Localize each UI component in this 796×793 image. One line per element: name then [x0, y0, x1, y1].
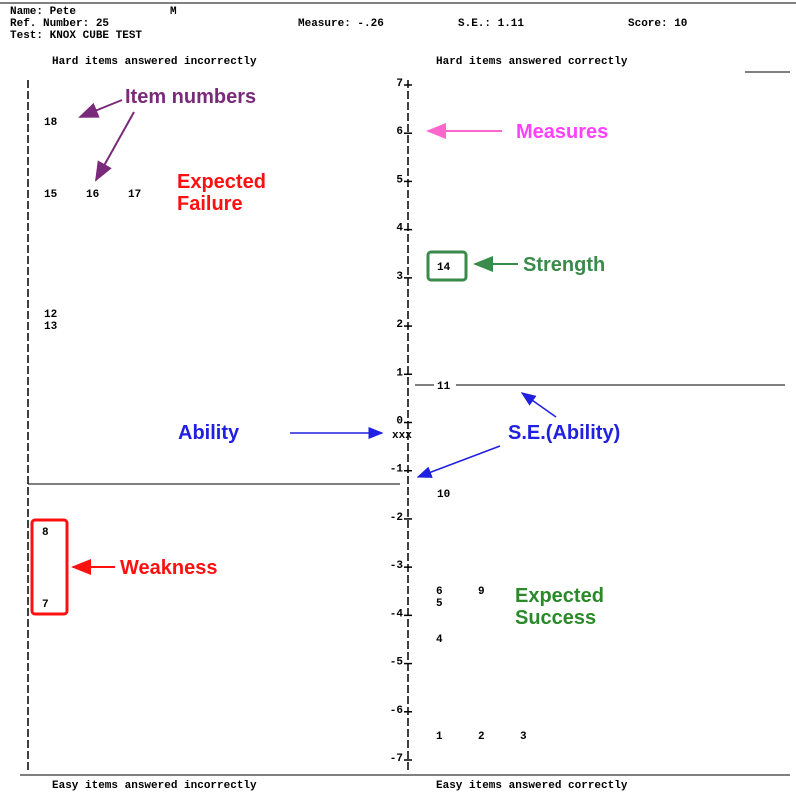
annotation: Strength	[523, 254, 605, 276]
test: Test: KNOX CUBE TEST	[10, 30, 142, 42]
annotation: Expected	[515, 585, 604, 607]
item: 14	[437, 262, 451, 274]
item: 7	[42, 599, 49, 611]
tick-label: -1	[390, 464, 404, 476]
annotation: Ability	[178, 422, 240, 444]
tick-label: 0	[396, 416, 403, 428]
tick-label: -7	[390, 753, 403, 765]
strength-box	[426, 250, 468, 282]
annotation: Weakness	[120, 557, 217, 579]
ability-mark: xxx	[392, 430, 412, 442]
arrow	[520, 392, 557, 418]
tick-label: -5	[390, 657, 404, 669]
measure: Measure: -.26	[298, 18, 384, 30]
ticks: 7 6 5 4 3 2 1 0 -1 -2 -3 -4 -5 -6 -7	[390, 78, 412, 765]
tick-label: 3	[396, 271, 403, 283]
item: 13	[44, 321, 58, 333]
item: 10	[437, 489, 450, 501]
tick-label: -6	[390, 705, 403, 717]
item: 6	[436, 586, 443, 598]
item: 2	[478, 731, 485, 743]
col-label: Hard items answered correctly	[436, 56, 628, 68]
annotation: S.E.(Ability)	[508, 422, 620, 444]
item: 17	[128, 189, 141, 201]
tick-label: -4	[390, 608, 404, 620]
se: S.E.: 1.11	[458, 18, 524, 30]
tick-label: 7	[396, 78, 403, 90]
tick-label: 6	[396, 126, 403, 138]
tick-label: -2	[390, 512, 403, 524]
arrow	[416, 445, 501, 478]
col-label: Hard items answered incorrectly	[52, 56, 257, 68]
label-bg	[434, 378, 456, 390]
tick-label: -3	[390, 560, 404, 572]
tick-label: 5	[396, 174, 403, 186]
item: 18	[44, 117, 58, 129]
item: 15	[44, 189, 58, 201]
item: 5	[436, 598, 443, 610]
item: 4	[436, 634, 443, 646]
item: 11	[437, 381, 451, 393]
item: 12	[44, 309, 57, 321]
tick-label: 1	[396, 367, 403, 379]
col-label: Easy items answered incorrectly	[52, 780, 257, 792]
gender: M	[170, 6, 177, 18]
item: 9	[478, 586, 485, 598]
item: 3	[520, 731, 527, 743]
item: 16	[86, 189, 99, 201]
score: Score: 10	[628, 18, 687, 30]
annotation: Item numbers	[125, 86, 256, 108]
arrow	[78, 99, 123, 118]
item: 1	[436, 731, 443, 743]
annotation: Measures	[516, 121, 608, 143]
col-label: Easy items answered correctly	[436, 780, 628, 792]
ref: Ref. Number: 25	[10, 18, 109, 30]
item: 8	[42, 527, 49, 539]
tick-label: 2	[396, 319, 403, 331]
annotation: Expected	[177, 171, 266, 193]
annotation: Success	[515, 607, 596, 629]
arrow	[95, 111, 135, 182]
name: Name: Pete	[10, 6, 76, 18]
tick-label: 4	[396, 223, 403, 235]
weakness-box	[30, 518, 69, 616]
annotation: Failure	[177, 193, 243, 215]
